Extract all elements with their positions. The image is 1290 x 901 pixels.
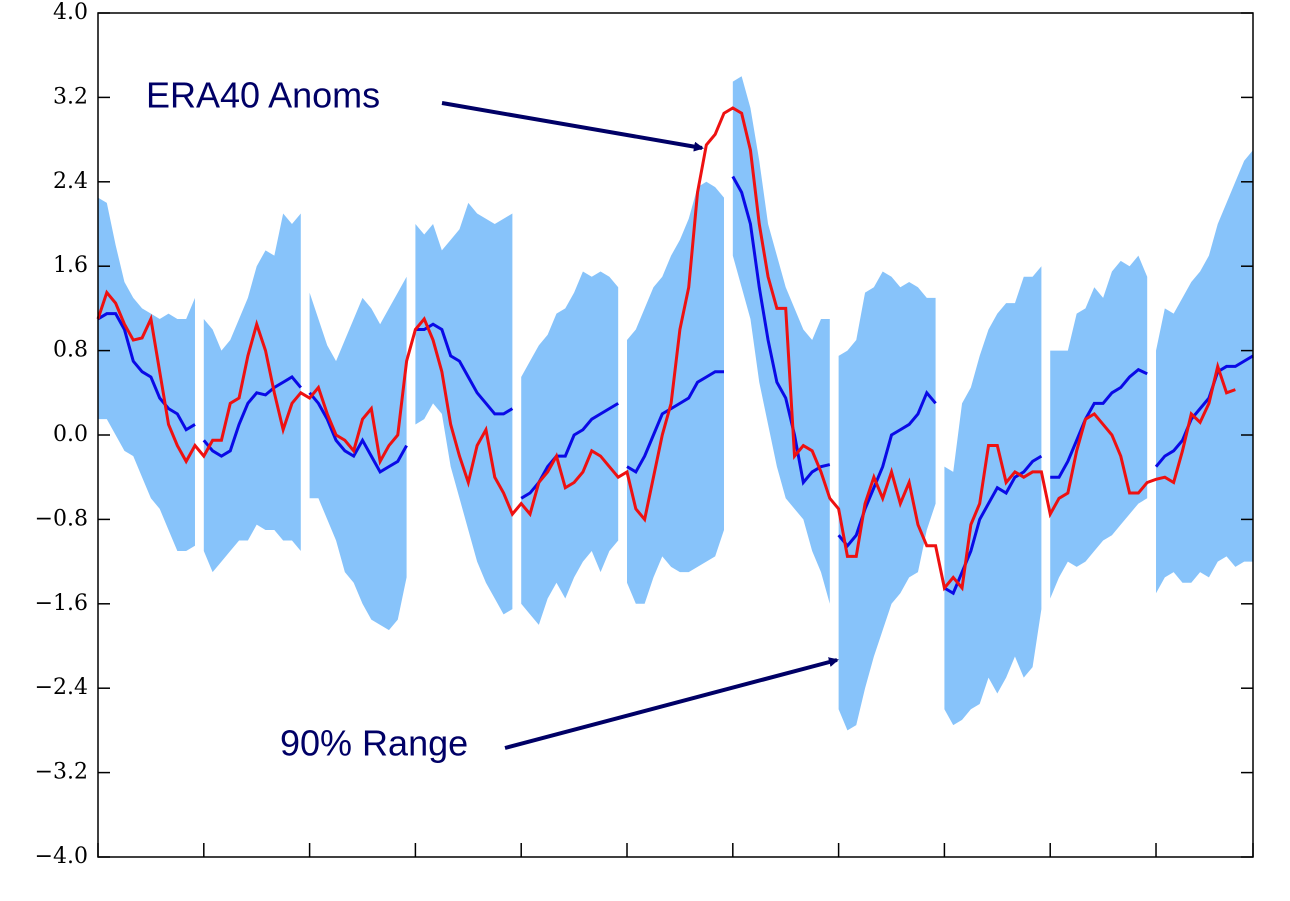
ensemble-mean-line (1154, 354, 1254, 468)
ensemble-mean-line (943, 454, 1043, 596)
range-band (309, 276, 407, 631)
y-tick-label: 0.0 (53, 422, 88, 447)
y-tick-label: 4.0 (53, 0, 88, 25)
range-band (203, 213, 301, 573)
y-tick-label: −1.6 (35, 591, 88, 616)
range-band (1156, 150, 1253, 594)
range-band (415, 202, 513, 615)
ensemble-mean-line (837, 389, 937, 549)
annotation: 90% Range (280, 723, 468, 764)
range-band (838, 271, 936, 731)
y-tick-label: 3.2 (53, 84, 88, 109)
range-band (732, 76, 830, 604)
y-tick-label: −0.8 (35, 506, 88, 531)
ensemble-mean-line (202, 375, 302, 458)
y-tick-label: −4.0 (35, 844, 88, 869)
plot-area: 4.0 3.2 2.4 1.6 0.8 0.0 −0.8 −1.6 −2.4 −3.2 −4.0 (35, 0, 1254, 869)
ensemble-mean-line (308, 391, 408, 475)
range-band (1050, 255, 1148, 599)
y-tick-label: 1.6 (53, 253, 88, 278)
range-band (627, 181, 724, 604)
ensemble-mean-line (97, 312, 196, 432)
y-tick-label: −3.2 (35, 760, 88, 785)
ensemble-mean-line (1050, 367, 1148, 479)
annotation-arrow (441, 101, 704, 152)
annotation: ERA40 Anoms (146, 75, 380, 116)
ensemble-mean-line (731, 175, 831, 486)
y-tick-label: 2.4 (53, 169, 88, 194)
y-tick-label: 0.8 (53, 338, 88, 363)
annotation-arrow (504, 657, 839, 750)
y-tick-label: −2.4 (35, 675, 88, 700)
ensemble-mean-line (415, 322, 514, 416)
observed-line (96, 106, 1236, 592)
ensemble-mean-line (626, 370, 724, 475)
